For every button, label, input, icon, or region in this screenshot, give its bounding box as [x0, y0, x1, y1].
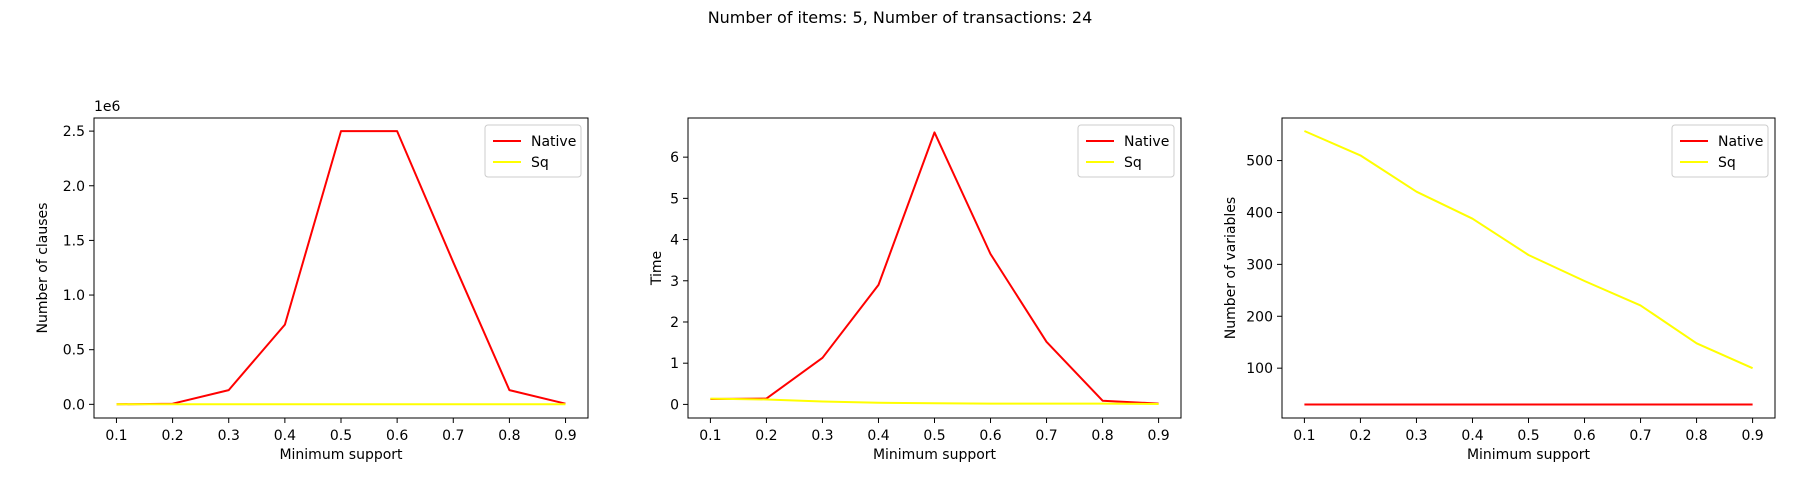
- y-tick-label: 4: [670, 233, 679, 249]
- y-tick-label: 200: [1246, 309, 1273, 325]
- x-tick-label: 0.7: [442, 428, 464, 444]
- x-axis-label: Minimum support: [279, 447, 403, 463]
- series-line-native: [710, 131, 1159, 405]
- x-tick-label: 0.3: [218, 428, 240, 444]
- legend-label-native: Native: [531, 134, 576, 150]
- legend-label-native: Native: [1718, 134, 1763, 150]
- y-tick-label: 1.0: [63, 288, 85, 304]
- x-tick-label: 0.7: [1035, 428, 1057, 444]
- x-tick-label: 0.1: [699, 428, 721, 444]
- legend-label-sq: Sq: [1124, 155, 1142, 171]
- x-tick-label: 0.5: [923, 428, 945, 444]
- legend-box: [1671, 124, 1769, 178]
- y-tick-label: 5: [670, 191, 679, 207]
- x-tick-label: 0.7: [1629, 428, 1651, 444]
- x-tick-label: 0.6: [386, 428, 408, 444]
- x-tick-label: 0.2: [1349, 428, 1371, 444]
- x-tick-label: 0.5: [330, 428, 352, 444]
- x-tick-label: 0.3: [811, 428, 833, 444]
- y-offset-label: 1e6: [94, 99, 121, 115]
- legend-label-sq: Sq: [531, 155, 549, 171]
- x-axis-label: Minimum support: [873, 447, 997, 463]
- series-line-native: [116, 130, 566, 406]
- y-tick-label: 0.5: [63, 343, 85, 359]
- legend-label-native: Native: [1124, 134, 1169, 150]
- x-tick-label: 0.2: [755, 428, 777, 444]
- y-tick-label: 0: [670, 397, 679, 413]
- legend-box: [1077, 124, 1175, 178]
- chart-panel-1: 0.1 0.2 0.3 0.4 0.5 0.6 0.7 0.8 0.9 0.0 0.5 1.0 1.5 2…: [35, 99, 589, 463]
- y-tick-label: 2.5: [63, 124, 85, 140]
- x-tick-label: 0.9: [554, 428, 576, 444]
- y-axis-label: Number of clauses: [35, 203, 51, 334]
- x-tick-label: 0.9: [1741, 428, 1763, 444]
- figure-title: Number of items: 5, Number of transactio…: [707, 8, 1093, 27]
- y-tick-label: 1.5: [63, 233, 85, 249]
- legend-box: [484, 124, 582, 178]
- legend: Native Sq: [1077, 124, 1175, 178]
- x-axis-label: Minimum support: [1467, 447, 1591, 463]
- y-axis-label: Time: [649, 251, 665, 286]
- chart-panel-2: 0.1 0.2 0.3 0.4 0.5 0.6 0.7 0.8 0.9 0 1 2 3 4 5 6 Minimu…: [649, 117, 1182, 463]
- x-tick-label: 0.8: [1091, 428, 1113, 444]
- y-tick-label: 500: [1246, 154, 1273, 170]
- y-tick-label: 2: [670, 315, 679, 331]
- x-tick-label: 0.6: [979, 428, 1001, 444]
- legend-label-sq: Sq: [1718, 155, 1736, 171]
- y-tick-label: 3: [670, 274, 679, 290]
- legend: Native Sq: [484, 124, 582, 178]
- series-line-sq: [1304, 130, 1754, 370]
- x-tick-label: 0.1: [105, 428, 127, 444]
- x-tick-label: 0.4: [1461, 428, 1483, 444]
- y-axis-label: Number of variables: [1223, 197, 1239, 339]
- series-line-sq: [710, 397, 1159, 405]
- x-tick-label: 0.4: [274, 428, 296, 444]
- y-tick-label: 300: [1246, 257, 1273, 273]
- x-tick-label: 0.8: [1685, 428, 1707, 444]
- y-tick-label: 1: [670, 356, 679, 372]
- y-tick-label: 100: [1246, 361, 1273, 377]
- x-tick-label: 0.4: [867, 428, 889, 444]
- x-tick-label: 0.1: [1293, 428, 1315, 444]
- y-tick-label: 6: [670, 150, 679, 166]
- y-tick-label: 0.0: [63, 397, 85, 413]
- x-tick-label: 0.3: [1405, 428, 1427, 444]
- chart-panel-3: 0.1 0.2 0.3 0.4 0.5 0.6 0.7 0.8 0.9 100 200 300 400 5…: [1223, 117, 1776, 463]
- x-tick-label: 0.5: [1517, 428, 1539, 444]
- y-tick-label: 400: [1246, 205, 1273, 221]
- x-tick-label: 0.2: [161, 428, 183, 444]
- x-tick-label: 0.9: [1147, 428, 1169, 444]
- legend: Native Sq: [1671, 124, 1769, 178]
- x-tick-label: 0.6: [1573, 428, 1595, 444]
- x-tick-label: 0.8: [498, 428, 520, 444]
- y-tick-label: 2.0: [63, 179, 85, 195]
